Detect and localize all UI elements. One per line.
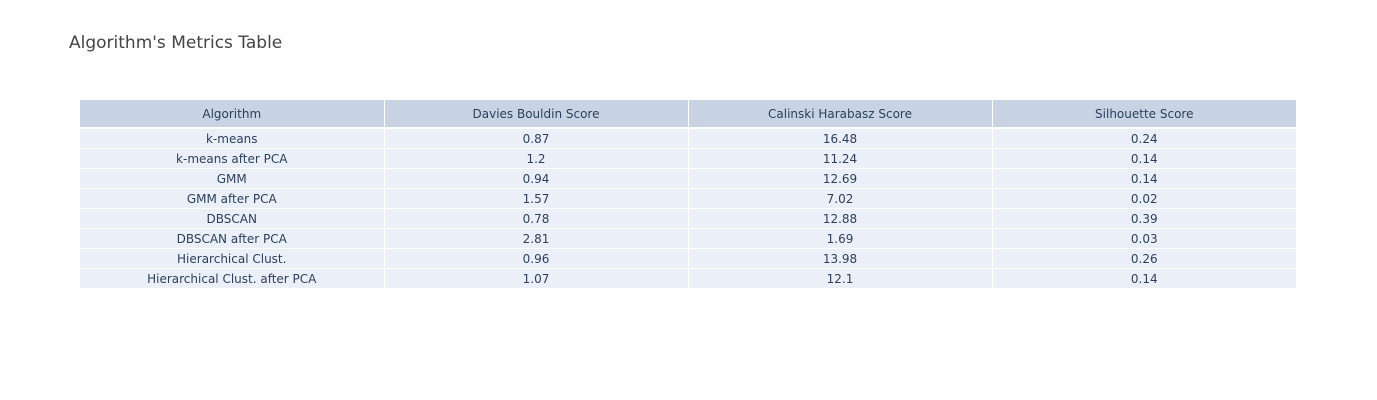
table-body: k-means 0.87 16.48 0.24 k-means after PCA 1.2… [80, 128, 1296, 288]
table-row: DBSCAN 0.78 12.88 0.39 [80, 208, 1296, 229]
metric-cell: 7.02 [688, 188, 993, 209]
metrics-table: Algorithm Davies Bouldin Score Calinski Ha… [80, 100, 1296, 288]
algorithm-cell: DBSCAN [80, 208, 385, 229]
table-row: DBSCAN after PCA 2.81 1.69 0.03 [80, 228, 1296, 249]
metric-cell: 0.24 [992, 128, 1296, 149]
table-row: GMM 0.94 12.69 0.14 [80, 168, 1296, 189]
metric-cell: 1.07 [384, 268, 689, 288]
algorithm-cell: GMM after PCA [80, 188, 385, 209]
metric-cell: 13.98 [688, 248, 993, 269]
metric-cell: 0.96 [384, 248, 689, 269]
algorithm-cell: Hierarchical Clust. [80, 248, 385, 269]
metric-cell: 16.48 [688, 128, 993, 149]
column-header: Algorithm [80, 100, 385, 129]
algorithm-cell: DBSCAN after PCA [80, 228, 385, 249]
metric-cell: 2.81 [384, 228, 689, 249]
metric-cell: 0.14 [992, 168, 1296, 189]
header-row: Algorithm Davies Bouldin Score Calinski Ha… [80, 100, 1296, 129]
metric-cell: 0.14 [992, 148, 1296, 169]
metric-cell: 11.24 [688, 148, 993, 169]
metric-cell: 0.39 [992, 208, 1296, 229]
algorithm-cell: k-means after PCA [80, 148, 385, 169]
metric-cell: 0.14 [992, 268, 1296, 288]
table-row: k-means 0.87 16.48 0.24 [80, 128, 1296, 149]
metric-cell: 0.78 [384, 208, 689, 229]
metric-cell: 12.88 [688, 208, 993, 229]
column-header: Davies Bouldin Score [384, 100, 689, 129]
algorithm-cell: k-means [80, 128, 385, 149]
column-header: Calinski Harabasz Score [688, 100, 993, 129]
metric-cell: 12.1 [688, 268, 993, 288]
table-header: Algorithm Davies Bouldin Score Calinski Ha… [80, 100, 1296, 129]
table-row: Hierarchical Clust. 0.96 13.98 0.26 [80, 248, 1296, 269]
table-row: k-means after PCA 1.2 11.24 0.14 [80, 148, 1296, 169]
metric-cell: 0.87 [384, 128, 689, 149]
table-row: GMM after PCA 1.57 7.02 0.02 [80, 188, 1296, 209]
metric-cell: 1.2 [384, 148, 689, 169]
chart-title: Algorithm's Metrics Table [69, 33, 283, 53]
metric-cell: 0.26 [992, 248, 1296, 269]
table-row: Hierarchical Clust. after PCA 1.07 12.1 0.1… [80, 268, 1296, 288]
metric-cell: 0.02 [992, 188, 1296, 209]
algorithm-cell: Hierarchical Clust. after PCA [80, 268, 385, 288]
column-header: Silhouette Score [992, 100, 1296, 129]
metric-cell: 1.69 [688, 228, 993, 249]
metric-cell: 12.69 [688, 168, 993, 189]
metric-cell: 0.94 [384, 168, 689, 189]
algorithm-cell: GMM [80, 168, 385, 189]
metric-cell: 0.03 [992, 228, 1296, 249]
metric-cell: 1.57 [384, 188, 689, 209]
